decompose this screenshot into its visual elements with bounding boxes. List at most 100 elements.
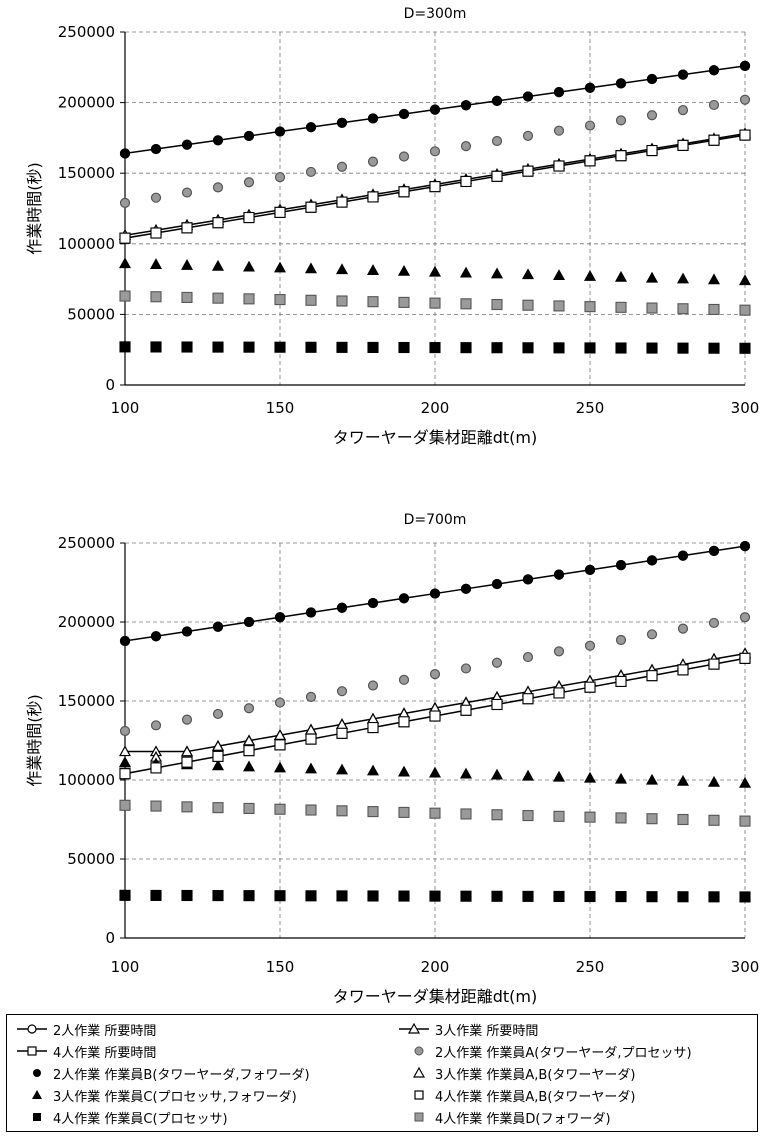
data-point (584, 890, 596, 903)
data-point (397, 765, 411, 777)
data-point (429, 710, 441, 722)
data-point (522, 299, 534, 311)
data-point (738, 776, 752, 788)
gray-square-icon (414, 1112, 424, 1122)
data-point (615, 891, 627, 903)
data-point (615, 301, 627, 313)
data-point (708, 99, 720, 111)
data-point (614, 772, 628, 784)
legend-item: 4人作業 作業員C(プロセッサ) (25, 1107, 228, 1127)
data-point (336, 341, 348, 353)
data-point (181, 139, 193, 150)
data-point (119, 148, 131, 159)
data-point (490, 768, 504, 780)
data-point (708, 134, 720, 146)
data-point (646, 891, 658, 903)
legend-label: 4人作業 作業員C(プロセッサ) (53, 1111, 228, 1127)
data-point (553, 160, 565, 172)
data-point (522, 342, 534, 354)
data-point (119, 799, 131, 811)
data-point (304, 262, 318, 274)
x-axis-label: タワーヤーダ集材距離dt(m) (333, 428, 538, 447)
data-point (491, 135, 503, 147)
y-tick-label: 100000 (58, 771, 115, 789)
black-triangle-icon (32, 1090, 42, 1099)
data-point (150, 720, 162, 731)
data-point (273, 761, 287, 773)
data-point (552, 269, 566, 281)
line-open-triangle-icon (399, 1022, 429, 1034)
data-point (336, 295, 348, 307)
data-point (212, 341, 224, 353)
data-point (305, 691, 317, 702)
data-point (583, 270, 597, 281)
data-point (615, 115, 627, 126)
data-point (274, 171, 286, 183)
data-point (460, 663, 472, 674)
data-point (336, 890, 348, 902)
data-point (459, 767, 473, 779)
data-point (119, 290, 131, 302)
data-point (119, 725, 131, 737)
legend-item: 3人作業 作業員A,B(タワーヤーダ) (407, 1063, 636, 1083)
data-point (211, 740, 225, 751)
x-tick-label: 100 (111, 399, 140, 417)
data-point (336, 196, 348, 208)
data-point (336, 161, 348, 172)
data-point (708, 545, 720, 557)
data-point (553, 300, 565, 312)
data-point (739, 541, 751, 552)
y-tick-label: 250000 (58, 534, 115, 552)
legend-label: 4人作業 作業員A,B(タワーヤーダ) (435, 1089, 636, 1105)
data-point (646, 342, 658, 354)
data-point (738, 274, 752, 286)
data-point (584, 301, 596, 313)
data-point (521, 769, 535, 781)
data-point (522, 890, 534, 902)
data-point (429, 104, 441, 115)
data-point (305, 201, 317, 213)
data-point (243, 616, 255, 628)
data-point (367, 806, 379, 818)
data-point (118, 745, 132, 757)
data-point (428, 265, 442, 277)
data-point (707, 775, 721, 787)
data-point (677, 342, 689, 354)
chart-title: D=700m (404, 512, 467, 528)
data-point (398, 296, 410, 308)
data-point (336, 602, 348, 613)
data-point (646, 302, 658, 314)
legend-item: 2人作業 所要時間 (15, 1019, 156, 1039)
data-point (584, 640, 596, 651)
data-point (243, 341, 255, 353)
data-point (212, 802, 224, 814)
line-open-square-icon (17, 1046, 47, 1056)
data-point (739, 891, 751, 903)
data-point (273, 261, 287, 273)
data-point (739, 94, 751, 105)
data-point (615, 812, 627, 824)
data-point (367, 597, 379, 609)
y-tick-label: 50000 (67, 850, 115, 868)
legend-label: 2人作業 作業員B(タワーヤーダ,フォワーダ) (53, 1067, 310, 1083)
data-point (150, 143, 162, 155)
data-point (522, 651, 534, 663)
x-tick-label: 150 (266, 958, 295, 976)
data-point (429, 669, 441, 680)
y-tick-label: 50000 (67, 305, 115, 323)
data-point (304, 762, 318, 774)
data-point (646, 670, 658, 682)
data-point (584, 681, 596, 693)
data-point (181, 801, 193, 813)
x-tick-label: 250 (576, 958, 605, 976)
data-point (553, 87, 565, 98)
data-point (522, 91, 534, 102)
data-point (305, 804, 317, 816)
data-point (119, 232, 131, 244)
data-point (553, 342, 565, 354)
data-point (646, 813, 658, 825)
data-point (366, 764, 380, 776)
data-point (553, 569, 565, 580)
data-point (553, 890, 565, 902)
data-point (398, 674, 410, 685)
